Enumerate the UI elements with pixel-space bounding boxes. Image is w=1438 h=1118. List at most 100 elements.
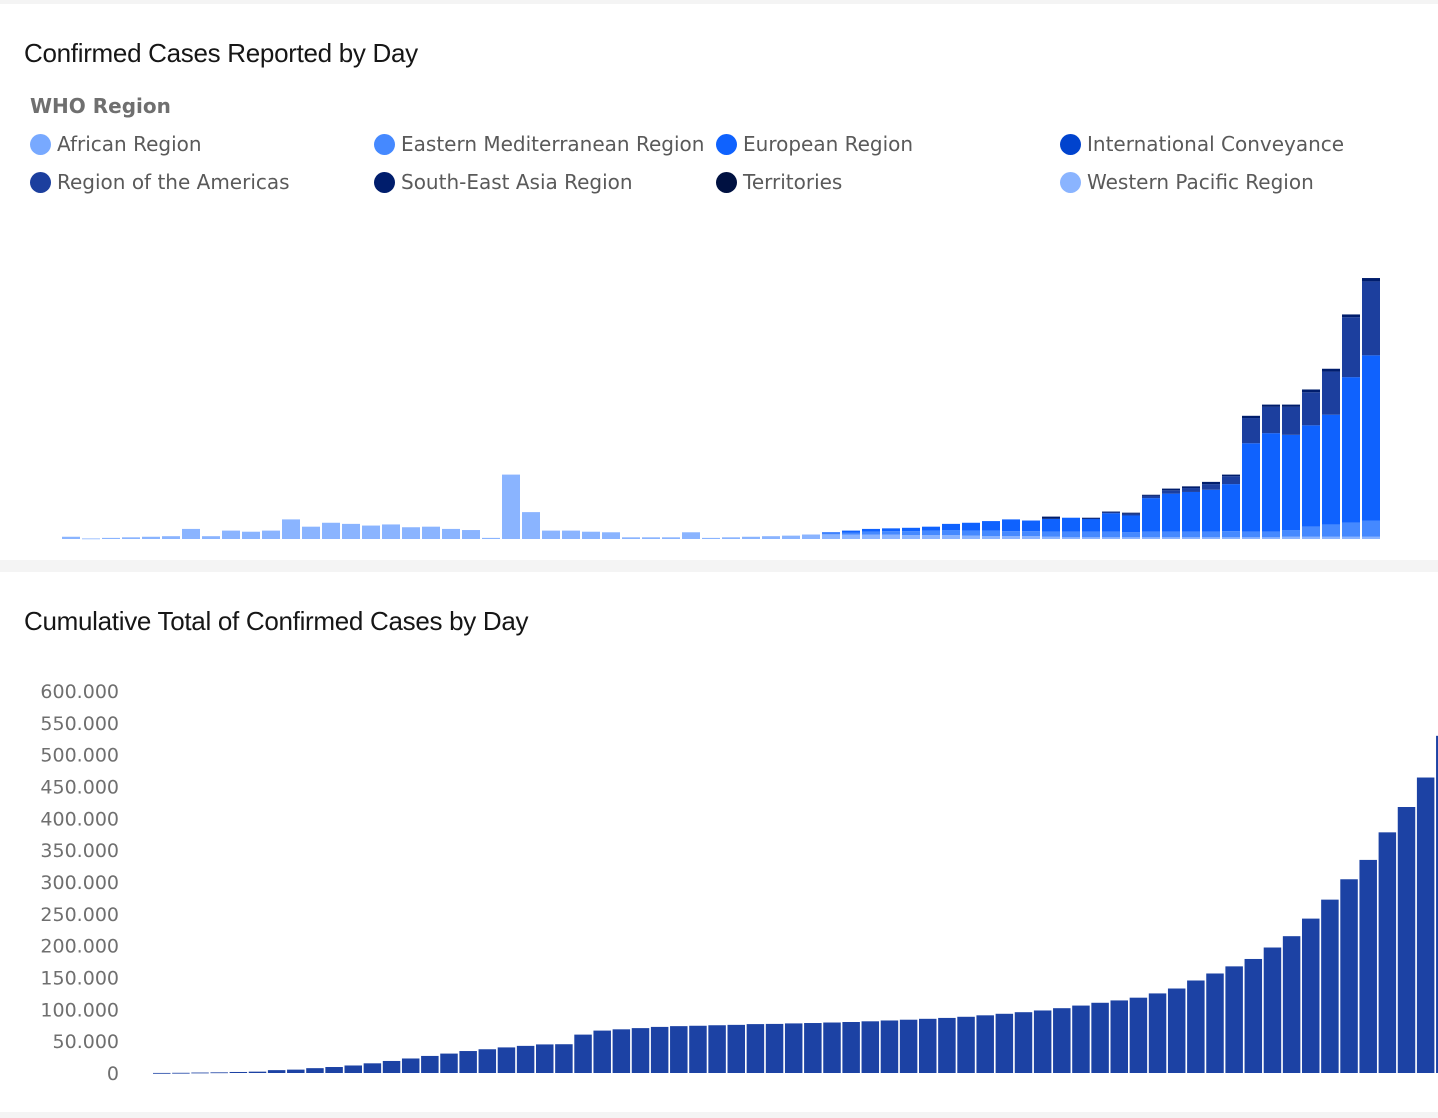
cumulative-bar-18[interactable]: [478, 1049, 497, 1073]
cumulative-bar-52[interactable]: [1129, 997, 1148, 1073]
bar-european-region-45[interactable]: [942, 523, 960, 531]
bar-western-pacific-region-34[interactable]: [722, 537, 740, 539]
bar-western-pacific-region-57[interactable]: [1182, 537, 1200, 539]
bar-western-pacific-region-9[interactable]: [222, 530, 240, 539]
bar-region-of-the-americas-60[interactable]: [1242, 418, 1260, 444]
bar-region-of-the-americas-55[interactable]: [1142, 495, 1160, 499]
bar-western-pacific-region-47[interactable]: [982, 536, 1000, 539]
bar-western-pacific-region-2[interactable]: [82, 538, 100, 540]
bar-eastern-mediterranean-region-54[interactable]: [1122, 532, 1140, 538]
bar-western-pacific-region-16[interactable]: [362, 525, 380, 539]
bar-european-region-58[interactable]: [1202, 489, 1220, 532]
bar-european-region-48[interactable]: [1002, 519, 1020, 532]
bar-western-pacific-region-53[interactable]: [1102, 537, 1120, 539]
bar-south-east-asia-region-58[interactable]: [1202, 481, 1220, 485]
cumulative-bar-32[interactable]: [746, 1024, 765, 1073]
bar-european-region-46[interactable]: [962, 522, 980, 531]
cumulative-bar-3[interactable]: [191, 1072, 209, 1074]
bar-region-of-the-americas-54[interactable]: [1122, 513, 1140, 516]
cumulative-bar-43[interactable]: [957, 1016, 975, 1073]
bar-eastern-mediterranean-region-52[interactable]: [1082, 531, 1100, 538]
legend-item-western-pacific-region[interactable]: Western Pacific Region: [1060, 169, 1314, 195]
cumulative-bar-8[interactable]: [287, 1069, 305, 1073]
bar-western-pacific-region-54[interactable]: [1122, 537, 1140, 539]
cumulative-bar-28[interactable]: [670, 1026, 688, 1073]
bar-western-pacific-region-64[interactable]: [1322, 536, 1340, 539]
bar-eastern-mediterranean-region-61[interactable]: [1262, 531, 1280, 538]
cumulative-bar-45[interactable]: [995, 1013, 1014, 1073]
bar-western-pacific-region-45[interactable]: [942, 535, 960, 539]
bar-western-pacific-region-41[interactable]: [862, 534, 880, 539]
cumulative-bar-55[interactable]: [1187, 980, 1205, 1073]
bar-western-pacific-region-17[interactable]: [382, 524, 400, 539]
bar-western-pacific-region-19[interactable]: [422, 526, 440, 539]
bar-western-pacific-region-25[interactable]: [542, 530, 560, 539]
cumulative-bar-23[interactable]: [574, 1034, 592, 1073]
bar-western-pacific-region-5[interactable]: [142, 536, 160, 539]
bar-western-pacific-region-33[interactable]: [702, 537, 720, 539]
cumulative-bar-9[interactable]: [306, 1068, 324, 1073]
bar-western-pacific-region-61[interactable]: [1262, 537, 1280, 539]
bar-western-pacific-region-60[interactable]: [1242, 537, 1260, 539]
bar-western-pacific-region-24[interactable]: [522, 512, 540, 539]
bar-western-pacific-region-49[interactable]: [1022, 536, 1040, 539]
cumulative-bar-21[interactable]: [536, 1044, 554, 1073]
cumulative-bar-26[interactable]: [631, 1028, 650, 1073]
bar-european-region-59[interactable]: [1222, 484, 1240, 532]
cumulative-bar-19[interactable]: [497, 1047, 516, 1073]
bar-south-east-asia-region-62[interactable]: [1282, 404, 1300, 407]
bar-western-pacific-region-3[interactable]: [102, 537, 120, 539]
cumulative-bar-16[interactable]: [440, 1053, 458, 1073]
bar-western-pacific-region-65[interactable]: [1342, 536, 1360, 539]
bar-eastern-mediterranean-region-48[interactable]: [1002, 531, 1020, 537]
bar-western-pacific-region-58[interactable]: [1202, 537, 1220, 539]
bar-south-east-asia-region-52[interactable]: [1082, 517, 1100, 519]
bar-european-region-44[interactable]: [922, 526, 940, 531]
bar-region-of-the-americas-64[interactable]: [1322, 371, 1340, 415]
bar-european-region-43[interactable]: [902, 527, 920, 532]
bar-eastern-mediterranean-region-63[interactable]: [1302, 526, 1320, 537]
bar-western-pacific-region-66[interactable]: [1362, 536, 1380, 539]
bar-eastern-mediterranean-region-43[interactable]: [902, 531, 920, 536]
cumulative-bar-2[interactable]: [172, 1072, 190, 1074]
bar-south-east-asia-region-61[interactable]: [1262, 404, 1280, 407]
cumulative-bar-14[interactable]: [401, 1058, 420, 1073]
bar-eastern-mediterranean-region-59[interactable]: [1222, 531, 1240, 538]
bar-western-pacific-region-31[interactable]: [662, 537, 680, 539]
legend-item-international-conveyance[interactable]: International Conveyance: [1060, 131, 1344, 157]
bar-western-pacific-region-32[interactable]: [682, 532, 700, 539]
cumulative-bar-41[interactable]: [919, 1018, 937, 1073]
cumulative-bar-4[interactable]: [210, 1072, 228, 1074]
cumulative-bar-40[interactable]: [899, 1019, 918, 1073]
bar-western-pacific-region-28[interactable]: [602, 532, 620, 539]
cumulative-bar-67[interactable]: [1416, 777, 1435, 1073]
bar-region-of-the-americas-52[interactable]: [1082, 518, 1100, 520]
bar-western-pacific-region-52[interactable]: [1082, 537, 1100, 539]
bar-south-east-asia-region-60[interactable]: [1242, 415, 1260, 419]
bar-european-region-49[interactable]: [1022, 520, 1040, 532]
cumulative-bar-58[interactable]: [1244, 958, 1263, 1073]
bar-eastern-mediterranean-region-40[interactable]: [842, 532, 860, 535]
bar-western-pacific-region-23[interactable]: [502, 474, 520, 539]
cumulative-bar-38[interactable]: [861, 1021, 880, 1073]
bar-region-of-the-americas-53[interactable]: [1102, 512, 1120, 514]
legend-item-region-of-the-americas[interactable]: Region of the Americas: [30, 169, 290, 195]
bar-european-region-39[interactable]: [822, 532, 840, 534]
bar-region-of-the-americas-63[interactable]: [1302, 392, 1320, 426]
bar-western-pacific-region-27[interactable]: [582, 531, 600, 539]
cumulative-bar-44[interactable]: [976, 1015, 994, 1073]
bar-european-region-52[interactable]: [1082, 518, 1100, 532]
cumulative-bar-27[interactable]: [650, 1026, 669, 1073]
bar-western-pacific-region-13[interactable]: [302, 526, 320, 539]
bar-eastern-mediterranean-region-46[interactable]: [962, 530, 980, 536]
cumulative-bar-31[interactable]: [727, 1024, 746, 1073]
bar-western-pacific-region-4[interactable]: [122, 537, 140, 539]
bar-western-pacific-region-59[interactable]: [1222, 537, 1240, 539]
bar-european-region-51[interactable]: [1062, 517, 1080, 532]
legend-item-eastern-mediterranean-region[interactable]: Eastern Mediterranean Region: [374, 131, 704, 157]
bar-eastern-mediterranean-region-49[interactable]: [1022, 531, 1040, 537]
bar-eastern-mediterranean-region-65[interactable]: [1342, 522, 1360, 537]
cumulative-bar-56[interactable]: [1206, 973, 1224, 1073]
bar-eastern-mediterranean-region-64[interactable]: [1322, 524, 1340, 537]
cumulative-bar-66[interactable]: [1397, 807, 1416, 1073]
